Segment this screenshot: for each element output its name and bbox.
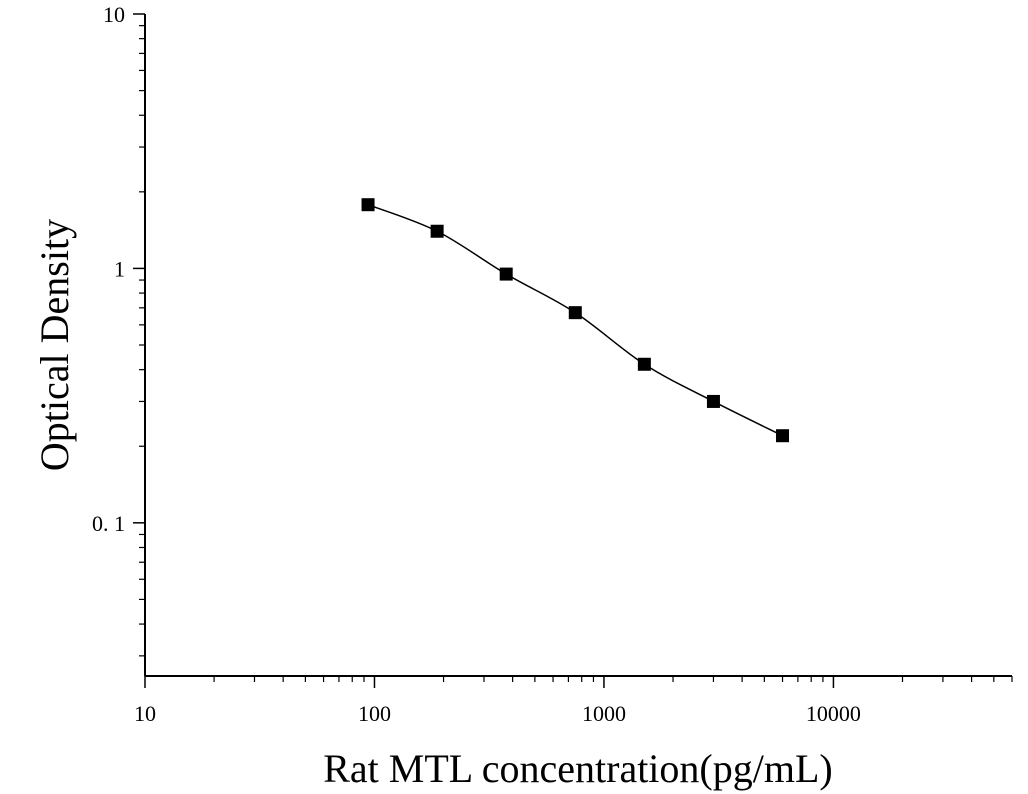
y-tick-label: 0. 1 xyxy=(92,511,125,536)
minor-ticks xyxy=(139,25,1013,682)
data-point xyxy=(361,198,375,212)
major-ticks xyxy=(133,13,835,688)
x-tick-label: 10000 xyxy=(806,701,861,726)
data-points xyxy=(361,198,790,443)
data-point xyxy=(430,224,444,238)
y-tick-label: 10 xyxy=(103,2,125,27)
data-point xyxy=(568,306,582,320)
data-point xyxy=(637,357,651,371)
data-point xyxy=(499,267,513,281)
x-tick-label: 100 xyxy=(358,701,391,726)
data-point xyxy=(776,429,790,443)
y-axis-title: Optical Density xyxy=(32,219,77,471)
x-tick-label: 1000 xyxy=(582,701,626,726)
y-tick-label: 1 xyxy=(114,256,125,281)
x-tick-label: 10 xyxy=(134,701,156,726)
data-point xyxy=(706,394,720,408)
x-axis-title: Rat MTL concentration(pg/mL) xyxy=(323,746,832,791)
fit-curve xyxy=(367,203,783,437)
tick-labels: 10 100 1000 10000 10 1 0. 1 xyxy=(92,2,861,726)
